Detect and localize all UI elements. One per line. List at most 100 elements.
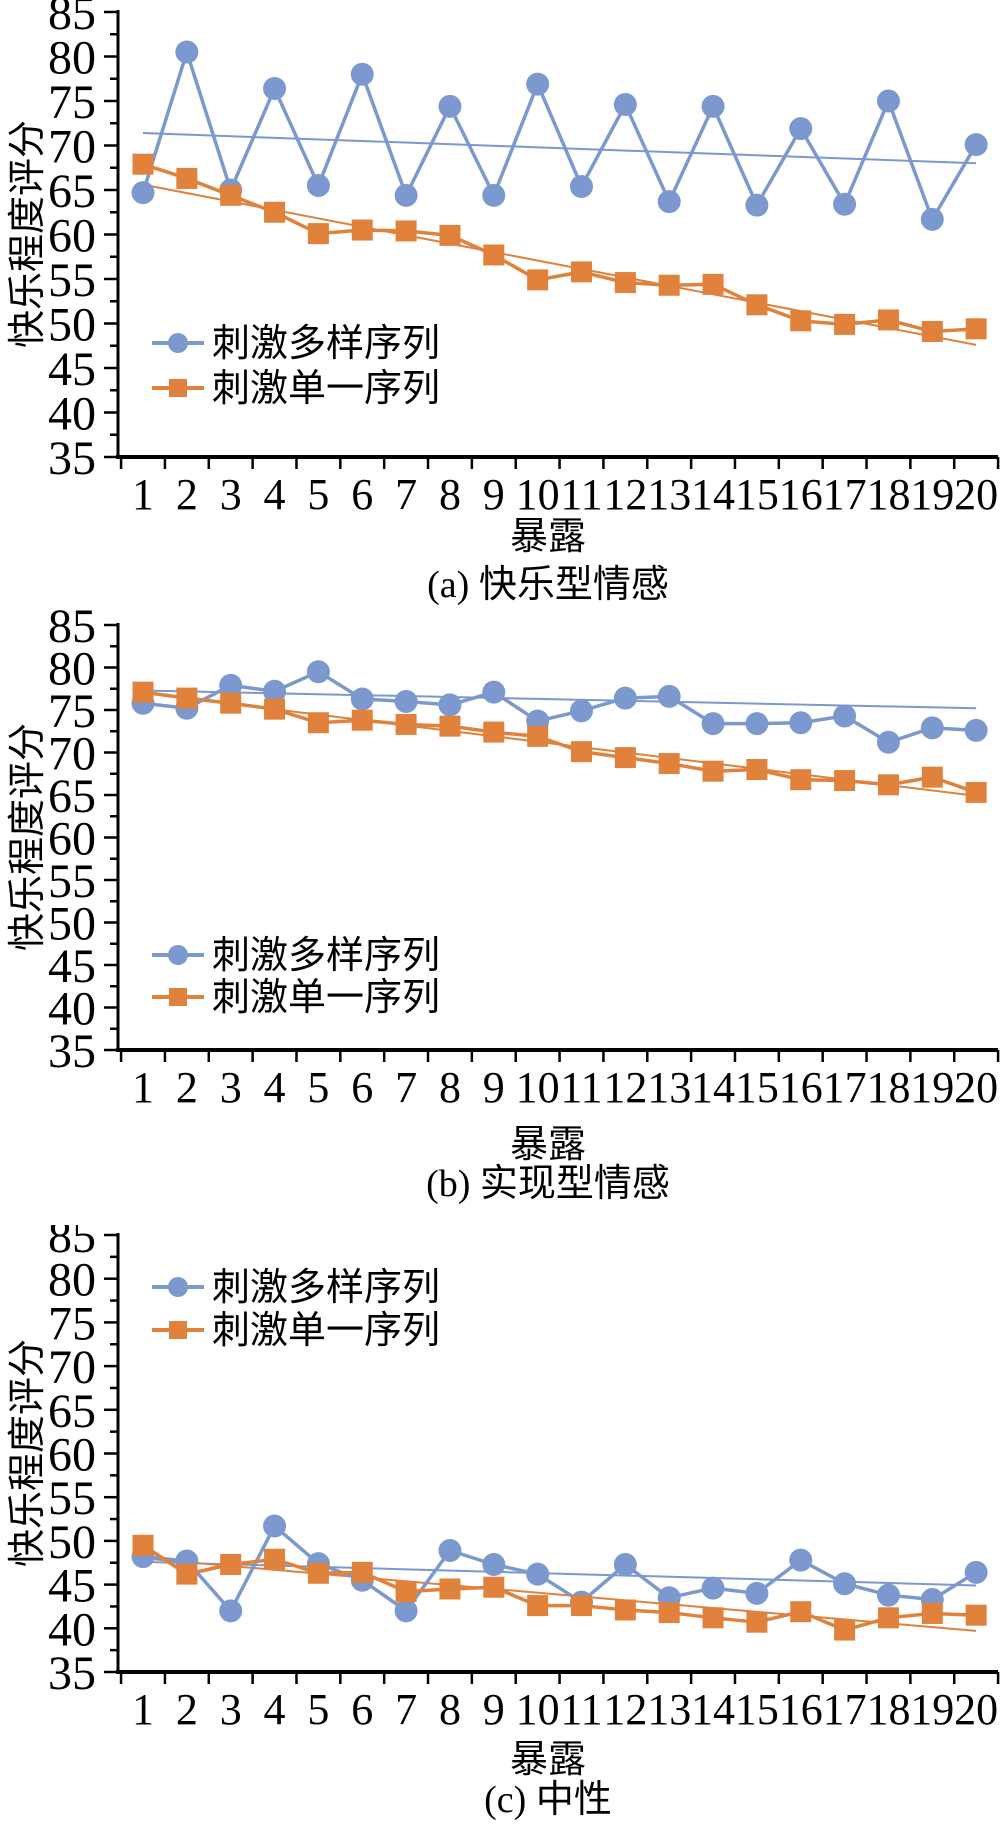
x-tick-label: 11: [560, 1063, 602, 1112]
data-point-square: [658, 753, 680, 775]
y-tick-label: 70: [48, 121, 96, 174]
x-tick-label: 1: [132, 470, 154, 519]
data-point-circle: [263, 77, 287, 101]
data-point-circle: [306, 174, 330, 198]
x-tick-label: 3: [220, 1685, 242, 1734]
y-tick-label: 85: [48, 0, 96, 40]
data-point-square: [746, 294, 768, 316]
x-tick-label: 11: [560, 470, 602, 519]
panel-title: (a) 快乐型情感: [427, 564, 669, 606]
data-point-circle: [789, 1548, 813, 1572]
data-point-circle: [263, 679, 287, 703]
data-point-circle: [219, 673, 243, 697]
data-point-circle: [306, 660, 330, 684]
trend-line-varied: [142, 132, 977, 165]
data-point-circle: [701, 1576, 725, 1600]
data-point-square: [790, 310, 812, 332]
x-tick-labels: 1 2 3 4 5 6 7 8 9 10 11 12 13 14 15 16 17 18 19 20: [132, 1685, 998, 1734]
x-tick-label: 16: [779, 470, 823, 519]
x-tick-label: 19: [910, 1685, 954, 1734]
y-tick-label: 85: [48, 610, 96, 653]
chart-panel-a: 85 80 75 70 65 60 55 50 45 40 35 1 2 3 4 5 6 7 8 9 10 11 12 13 1…: [0, 0, 1000, 610]
data-point-square: [176, 167, 198, 189]
data-point-square: [220, 692, 242, 714]
data-point-circle: [833, 192, 857, 216]
data-point-square: [351, 709, 373, 731]
y-tick-label: 55: [48, 254, 96, 307]
data-point-square: [965, 1604, 987, 1626]
data-point-circle: [219, 1599, 243, 1623]
x-tick-label: 18: [866, 1063, 910, 1112]
legend-item-single: 刺激单一序列: [152, 977, 440, 1019]
chart-panel-b: 85 80 75 70 65 60 55 50 45 40 35 1 2 3 4 5 6 7 8 9 10 11 12 13 1…: [0, 610, 1000, 1225]
x-tick-label: 1: [132, 1685, 154, 1734]
data-point-circle: [789, 117, 813, 141]
y-tick-label: 50: [48, 299, 96, 352]
data-point-circle: [745, 1581, 769, 1605]
legend-label: 刺激单一序列: [212, 977, 440, 1019]
x-tick-label: 8: [439, 1685, 461, 1734]
x-axis-title: 暴露: [509, 516, 586, 558]
data-point-square: [527, 269, 549, 291]
data-point-square: [921, 766, 943, 788]
y-tick-label: 45: [48, 1560, 96, 1613]
legend-label: 刺激单一序列: [212, 368, 440, 410]
data-point-circle: [526, 72, 550, 96]
data-point-square: [527, 1595, 549, 1617]
data-point-square: [176, 687, 198, 709]
data-point-circle: [350, 62, 374, 86]
data-point-circle: [482, 1552, 506, 1576]
y-tick-label: 70: [48, 1341, 96, 1394]
x-tick-label: 3: [220, 470, 242, 519]
data-point-square: [702, 760, 724, 782]
x-tick-label: 16: [779, 1063, 823, 1112]
data-point-square: [658, 274, 680, 296]
x-tick-label: 13: [647, 1063, 691, 1112]
data-point-square: [132, 1534, 154, 1556]
x-tick-label: 1: [132, 1063, 154, 1112]
x-tick-label: 12: [603, 1685, 647, 1734]
data-point-square: [483, 1576, 505, 1598]
y-tick-label: 65: [48, 165, 96, 218]
data-point-square: [176, 1563, 198, 1585]
data-point-square: [571, 261, 592, 283]
legend-item-single: 刺激单一序列: [152, 1310, 440, 1352]
y-tick-label: 60: [48, 1429, 96, 1482]
x-tick-label: 17: [823, 1685, 867, 1734]
x-tick-label: 5: [307, 1063, 329, 1112]
data-point-square: [132, 681, 154, 703]
series-markers-single: [132, 681, 987, 803]
y-axis-title: 快乐程度评分: [7, 723, 49, 952]
series-markers-varied: [131, 1514, 988, 1623]
x-tick-label: 12: [603, 1063, 647, 1112]
data-point-circle: [263, 1514, 287, 1538]
data-point-circle: [526, 1562, 550, 1586]
data-point-circle: [438, 1539, 462, 1563]
data-point-square: [614, 272, 636, 294]
x-tick-label: 16: [779, 1685, 823, 1734]
data-point-square: [132, 153, 154, 175]
legend-square-marker-icon: [169, 379, 187, 397]
data-point-circle: [789, 711, 813, 735]
data-point-square: [834, 313, 856, 335]
x-tick-label: 6: [351, 470, 373, 519]
y-tick-label: 40: [48, 1603, 96, 1656]
y-tick-label: 70: [48, 728, 96, 781]
y-tick-label: 40: [48, 388, 96, 441]
x-tick-label: 19: [910, 470, 954, 519]
x-tick-label: 2: [176, 470, 198, 519]
y-tick-label: 35: [48, 1647, 96, 1700]
data-point-circle: [350, 687, 374, 711]
data-point-square: [264, 1548, 286, 1570]
panel-title: (c) 中性: [484, 1779, 612, 1821]
data-point-circle: [964, 718, 988, 742]
y-tick-label: 45: [48, 940, 96, 993]
x-tick-label: 5: [307, 1685, 329, 1734]
y-tick-label: 75: [48, 76, 96, 129]
y-tick-label: 65: [48, 770, 96, 823]
data-point-circle: [964, 133, 988, 157]
x-tick-label: 2: [176, 1685, 198, 1734]
